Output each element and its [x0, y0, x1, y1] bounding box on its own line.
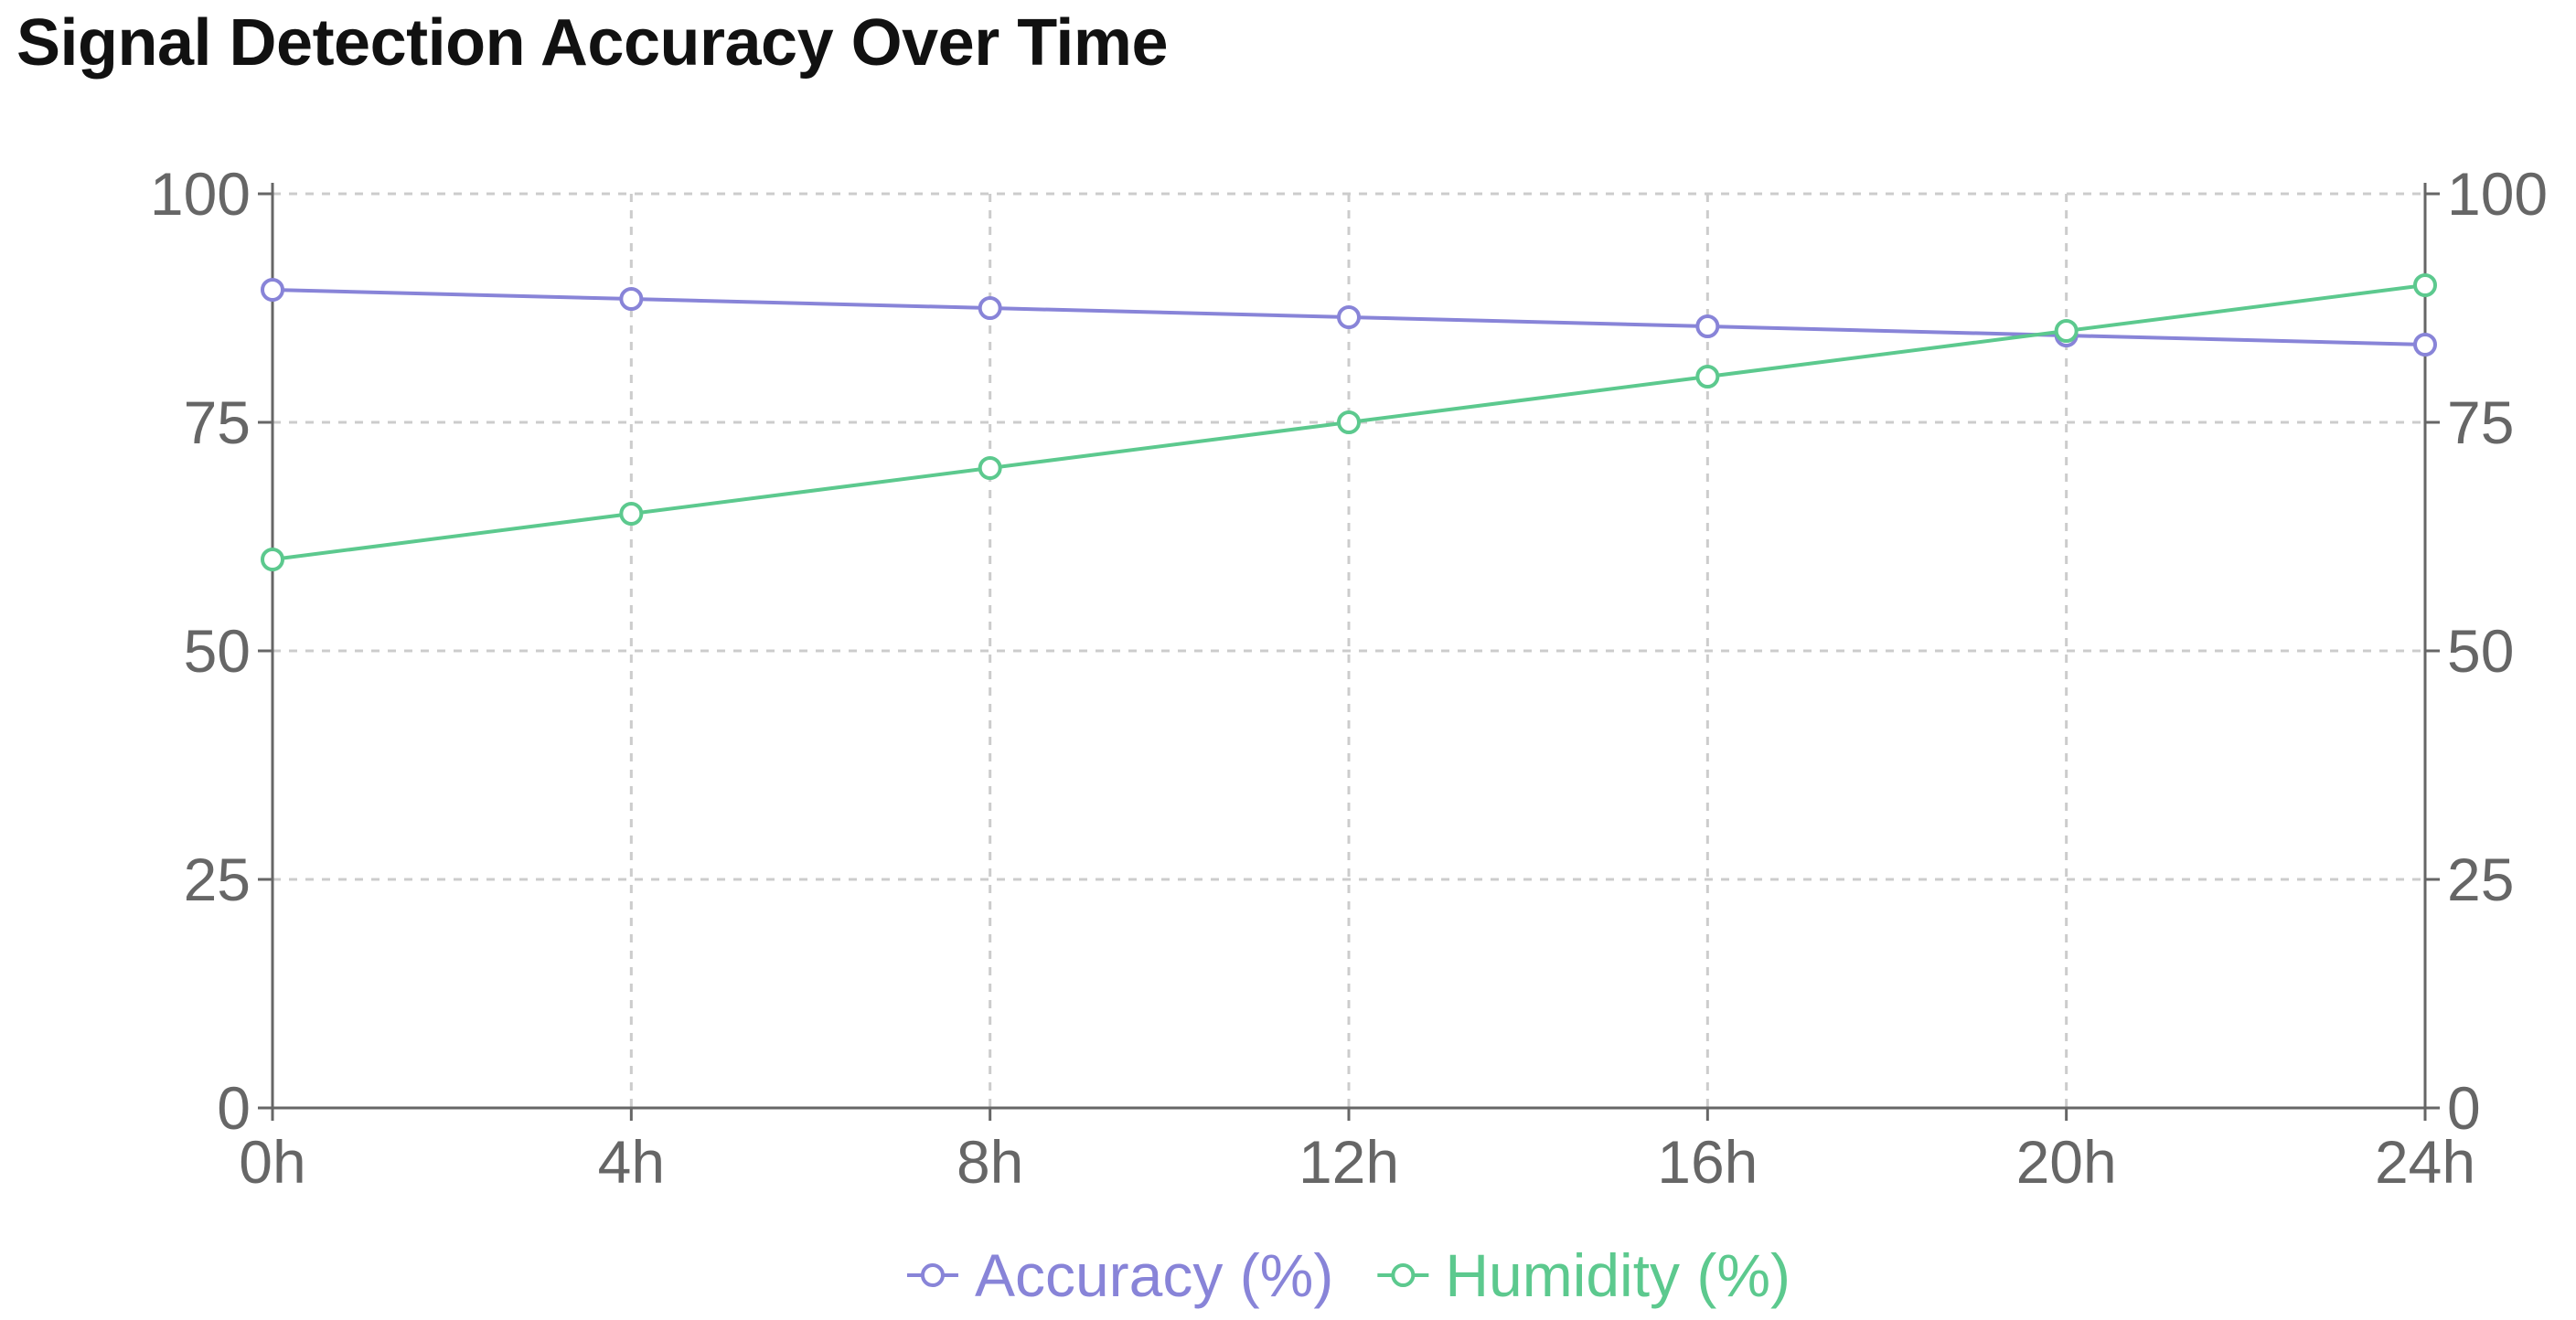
- data-point-humidity-16h: [1695, 365, 1720, 389]
- y-left-tick-label-0: 0: [217, 1074, 251, 1142]
- data-point-accuracy-8h: [978, 296, 1002, 320]
- data-point-accuracy-12h: [1337, 305, 1361, 329]
- legend-marker-icon: [1391, 1263, 1416, 1287]
- legend-label-humidity: Humidity (%): [1445, 1241, 1790, 1309]
- y-left-tick-label-25: 25: [184, 846, 251, 913]
- x-tick-label-16h: 16h: [1657, 1128, 1758, 1196]
- x-tick-label-12h: 12h: [1299, 1128, 1399, 1196]
- legend-marker-icon: [920, 1263, 945, 1287]
- legend-item-humidity: Humidity (%): [1377, 1241, 1790, 1309]
- data-point-accuracy-0h: [261, 278, 284, 302]
- x-tick-label-0h: 0h: [239, 1128, 305, 1196]
- y-right-tick-label-25: 25: [2447, 846, 2514, 913]
- data-point-humidity-20h: [2054, 319, 2079, 343]
- data-point-accuracy-24h: [2413, 333, 2437, 357]
- data-point-accuracy-4h: [619, 287, 644, 311]
- x-tick-label-4h: 4h: [598, 1128, 665, 1196]
- y-left-tick-label-75: 75: [184, 389, 251, 456]
- grid-lines: [273, 192, 2425, 1108]
- y-right-tick-label-100: 100: [2447, 160, 2548, 228]
- series-humidity: [261, 273, 2437, 571]
- data-point-humidity-24h: [2413, 273, 2437, 297]
- data-point-humidity-8h: [978, 456, 1002, 480]
- y-left-tick-label-50: 50: [184, 617, 251, 685]
- x-tick-label-20h: 20h: [2016, 1128, 2117, 1196]
- legend: Accuracy (%) Humidity (%): [906, 1241, 1790, 1309]
- axes: 0 25 50 75 100 0 25 50 75 100 0h 4h 8h 12h 16h 20h 24h: [150, 160, 2548, 1196]
- series-layer: [261, 273, 2437, 571]
- y-right-tick-label-75: 75: [2447, 389, 2514, 456]
- data-point-humidity-12h: [1337, 410, 1361, 434]
- legend-item-accuracy: Accuracy (%): [906, 1241, 1333, 1309]
- chart-title: Signal Detection Accuracy Over Time: [16, 6, 1169, 80]
- x-tick-label-24h: 24h: [2375, 1128, 2475, 1196]
- data-point-humidity-0h: [261, 548, 284, 571]
- y-right-tick-label-50: 50: [2447, 617, 2514, 685]
- y-right-tick-label-0: 0: [2447, 1074, 2481, 1142]
- y-left-tick-label-100: 100: [150, 160, 251, 228]
- x-tick-label-8h: 8h: [957, 1128, 1023, 1196]
- data-point-humidity-4h: [619, 502, 644, 526]
- data-point-accuracy-16h: [1695, 314, 1720, 338]
- legend-label-accuracy: Accuracy (%): [975, 1241, 1333, 1309]
